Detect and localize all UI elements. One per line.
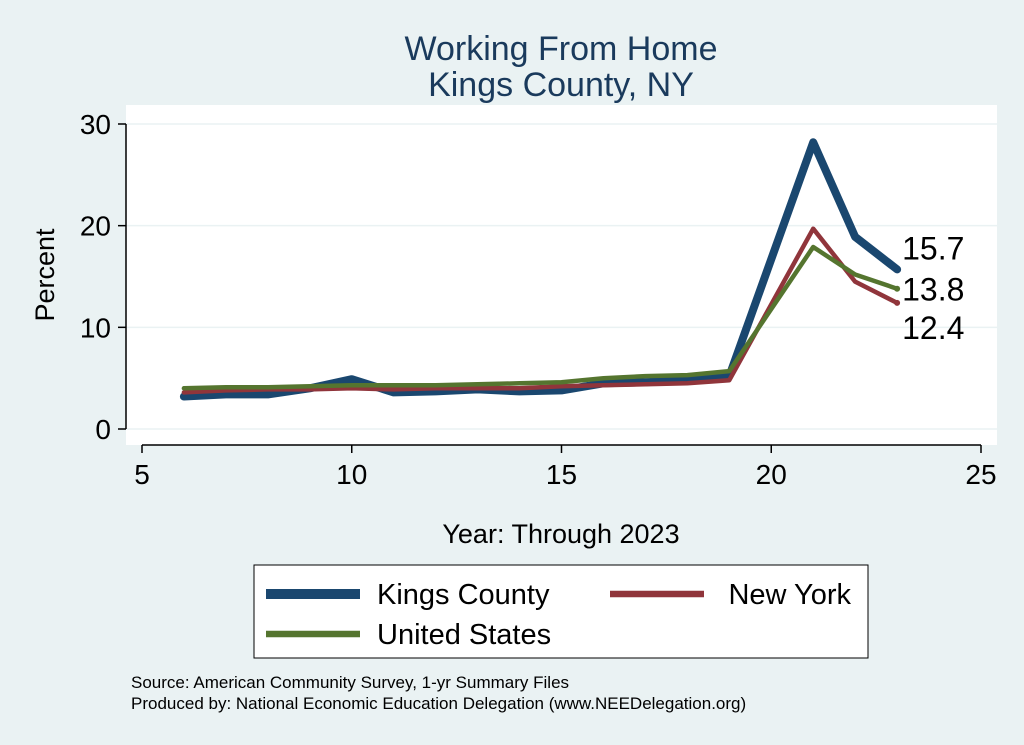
y-tick-label: 20 bbox=[80, 211, 111, 242]
end-point-label: 13.8 bbox=[902, 272, 964, 308]
legend-box bbox=[253, 564, 869, 659]
legend-items: Kings County New York United States bbox=[266, 579, 851, 651]
end-labels: 15.7 12.413.8 bbox=[894, 230, 964, 346]
end-point-label: 12.4 bbox=[902, 310, 964, 346]
chart-title-line-1: Working From Home bbox=[405, 30, 718, 68]
x-axis-title: Year: Through 2023 bbox=[442, 519, 679, 549]
end-point-marker bbox=[894, 266, 901, 273]
x-tick-label: 5 bbox=[134, 459, 150, 490]
x-tick-label: 15 bbox=[546, 459, 577, 490]
axes: 0 10 20 30 5 10 15 20 25 bbox=[80, 109, 997, 490]
y-axis-title: Percent bbox=[30, 228, 60, 322]
x-tick-label: 25 bbox=[965, 459, 996, 490]
legend-label: Kings County bbox=[377, 579, 550, 611]
y-tick-label: 10 bbox=[80, 312, 111, 343]
legend-label: United States bbox=[377, 619, 551, 651]
y-tick-label: 30 bbox=[80, 109, 111, 140]
x-tick-label: 20 bbox=[756, 459, 787, 490]
source-note: Source: American Community Survey, 1-yr … bbox=[131, 673, 569, 692]
series-line-united-states bbox=[181, 244, 900, 391]
end-point-marker bbox=[894, 299, 901, 306]
end-point-label: 15.7 bbox=[902, 230, 964, 266]
x-tick-label: 10 bbox=[336, 459, 367, 490]
legend-label: New York bbox=[728, 579, 851, 611]
producer-note: Produced by: National Economic Education… bbox=[131, 694, 746, 713]
chart-title-line-2: Kings County, NY bbox=[428, 66, 694, 104]
end-point-marker bbox=[894, 285, 901, 292]
y-tick-label: 0 bbox=[95, 414, 111, 445]
series-lines bbox=[179, 138, 902, 401]
legend: Kings County New York United States bbox=[253, 564, 869, 659]
